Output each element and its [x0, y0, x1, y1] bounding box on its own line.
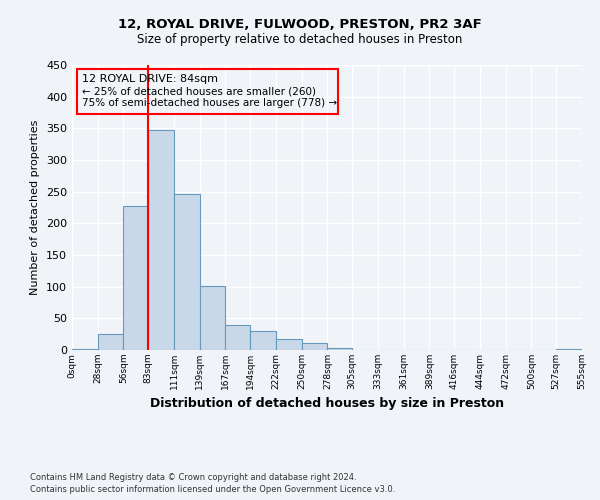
- Bar: [302, 343, 328, 350]
- Bar: [72, 348, 98, 350]
- Bar: [226, 324, 250, 350]
- Text: 12 ROYAL DRIVE: 84sqm: 12 ROYAL DRIVE: 84sqm: [82, 74, 218, 84]
- Text: ← 25% of detached houses are smaller (260): ← 25% of detached houses are smaller (26…: [82, 86, 316, 97]
- Text: Contains HM Land Registry data © Crown copyright and database right 2024.: Contains HM Land Registry data © Crown c…: [30, 472, 356, 482]
- Text: 12, ROYAL DRIVE, FULWOOD, PRESTON, PR2 3AF: 12, ROYAL DRIVE, FULWOOD, PRESTON, PR2 3…: [118, 18, 482, 30]
- Bar: [98, 334, 124, 350]
- Text: Contains public sector information licensed under the Open Government Licence v3: Contains public sector information licen…: [30, 485, 395, 494]
- Bar: [556, 348, 582, 350]
- Bar: [250, 331, 276, 350]
- Text: Size of property relative to detached houses in Preston: Size of property relative to detached ho…: [137, 32, 463, 46]
- Bar: [328, 348, 352, 350]
- Y-axis label: Number of detached properties: Number of detached properties: [31, 120, 40, 295]
- Bar: [200, 286, 226, 350]
- X-axis label: Distribution of detached houses by size in Preston: Distribution of detached houses by size …: [150, 398, 504, 410]
- Bar: [174, 194, 200, 350]
- Bar: [124, 206, 148, 350]
- Bar: [276, 339, 302, 350]
- Bar: [148, 130, 174, 350]
- Text: 75% of semi-detached houses are larger (778) →: 75% of semi-detached houses are larger (…: [82, 98, 337, 108]
